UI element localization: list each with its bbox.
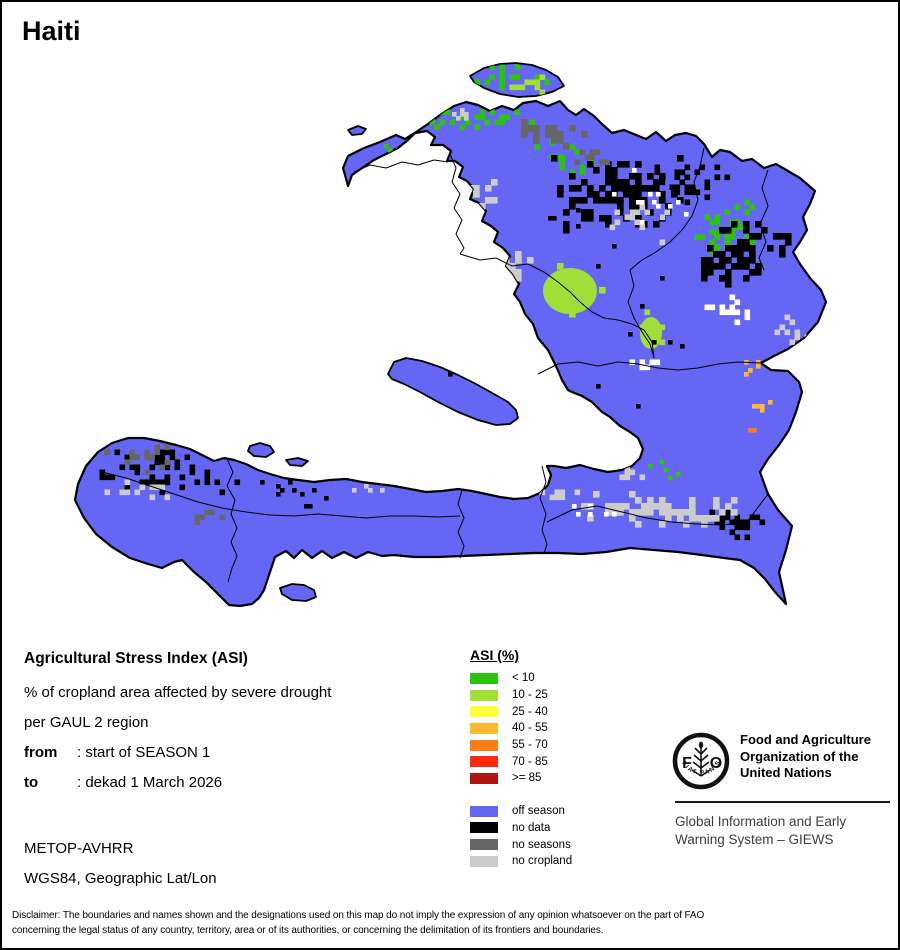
legend-swatch <box>470 839 498 851</box>
from-label: from <box>24 744 58 761</box>
legend-swatch <box>470 689 498 701</box>
legend-extra-group: off season no data no seasons no cropland <box>470 803 572 870</box>
to-line: to : dekad 1 March 2026 <box>24 774 331 791</box>
legend-class-group: < 10 10 - 25 25 - 40 40 - 55 55 - 70 70 - 85 >… <box>470 670 572 787</box>
legend: ASI (%) < 10 10 - 25 25 - 40 40 - 55 55 - 70… <box>470 647 572 870</box>
legend-label: 10 - 25 <box>512 689 548 702</box>
legend-row: 25 - 40 <box>470 703 572 720</box>
legend-row: 70 - 85 <box>470 753 572 770</box>
legend-swatch <box>470 722 498 734</box>
legend-row: no cropland <box>470 853 572 870</box>
legend-row: 55 - 70 <box>470 737 572 754</box>
haiti-map <box>73 62 828 608</box>
legend-row: < 10 <box>470 670 572 687</box>
legend-row: off season <box>470 803 572 820</box>
from-line: from : start of SEASON 1 <box>24 744 331 761</box>
admin-boundaries <box>101 147 769 583</box>
asi-heading: Agricultural Stress Index (ASI) <box>24 650 248 667</box>
legend-label: off season <box>512 805 565 818</box>
small-islet <box>347 125 367 136</box>
asi-region-line: per GAUL 2 region <box>24 714 149 731</box>
cayemite-islet <box>285 457 309 467</box>
fao-org-name: Food and Agriculture Organization of the… <box>740 732 871 780</box>
haiti-mainland <box>73 99 828 608</box>
legend-label: 25 - 40 <box>512 705 548 718</box>
legend-row: no seasons <box>470 836 572 853</box>
legend-label: 40 - 55 <box>512 722 548 735</box>
legend-swatch <box>470 756 498 768</box>
legend-swatch <box>470 706 498 718</box>
sensor-line: METOP-AVHRR <box>24 840 134 857</box>
legend-label: 70 - 85 <box>512 755 548 768</box>
wheat-ear <box>691 747 711 777</box>
logo-letter-o: O <box>710 755 722 772</box>
legend-label: no seasons <box>512 838 571 851</box>
from-value: : start of SEASON 1 <box>77 744 211 761</box>
cayemite-island <box>247 442 275 458</box>
to-label: to <box>24 774 39 791</box>
legend-row: no data <box>470 820 572 837</box>
legend-label: < 10 <box>512 672 535 685</box>
giews-name: Global Information and Early Warning Sys… <box>675 814 847 847</box>
fao-logo-icon: F O FIAT PANIS <box>672 732 730 790</box>
legend-swatch <box>470 855 498 867</box>
legend-row: 10 - 25 <box>470 687 572 704</box>
legend-label: no cropland <box>512 855 573 868</box>
divider-line <box>675 801 890 803</box>
legend-row: >= 85 <box>470 770 572 787</box>
asi-subtitle: % of cropland area affected by severe dr… <box>24 684 332 701</box>
legend-swatch <box>470 822 498 834</box>
legend-label: >= 85 <box>512 772 542 785</box>
legend-swatch <box>470 772 498 784</box>
legend-label: no data <box>512 821 551 834</box>
disclaimer-text: Disclaimer: The boundaries and names sho… <box>12 910 705 936</box>
legend-swatch <box>470 739 498 751</box>
projection-line: WGS84, Geographic Lat/Lon <box>24 870 217 887</box>
gonave-island <box>387 357 519 426</box>
legend-title: ASI (%) <box>470 647 519 663</box>
ile-a-vache <box>279 583 317 602</box>
to-value: : dekad 1 March 2026 <box>77 774 223 791</box>
legend-swatch <box>470 672 498 684</box>
map-description: Agricultural Stress Index (ASI) % of cro… <box>24 650 331 900</box>
legend-swatch <box>470 805 498 817</box>
page-title: Haiti <box>22 16 81 46</box>
legend-label: 55 - 70 <box>512 739 548 752</box>
logo-letter-f: F <box>682 755 692 772</box>
legend-row: 40 - 55 <box>470 720 572 737</box>
